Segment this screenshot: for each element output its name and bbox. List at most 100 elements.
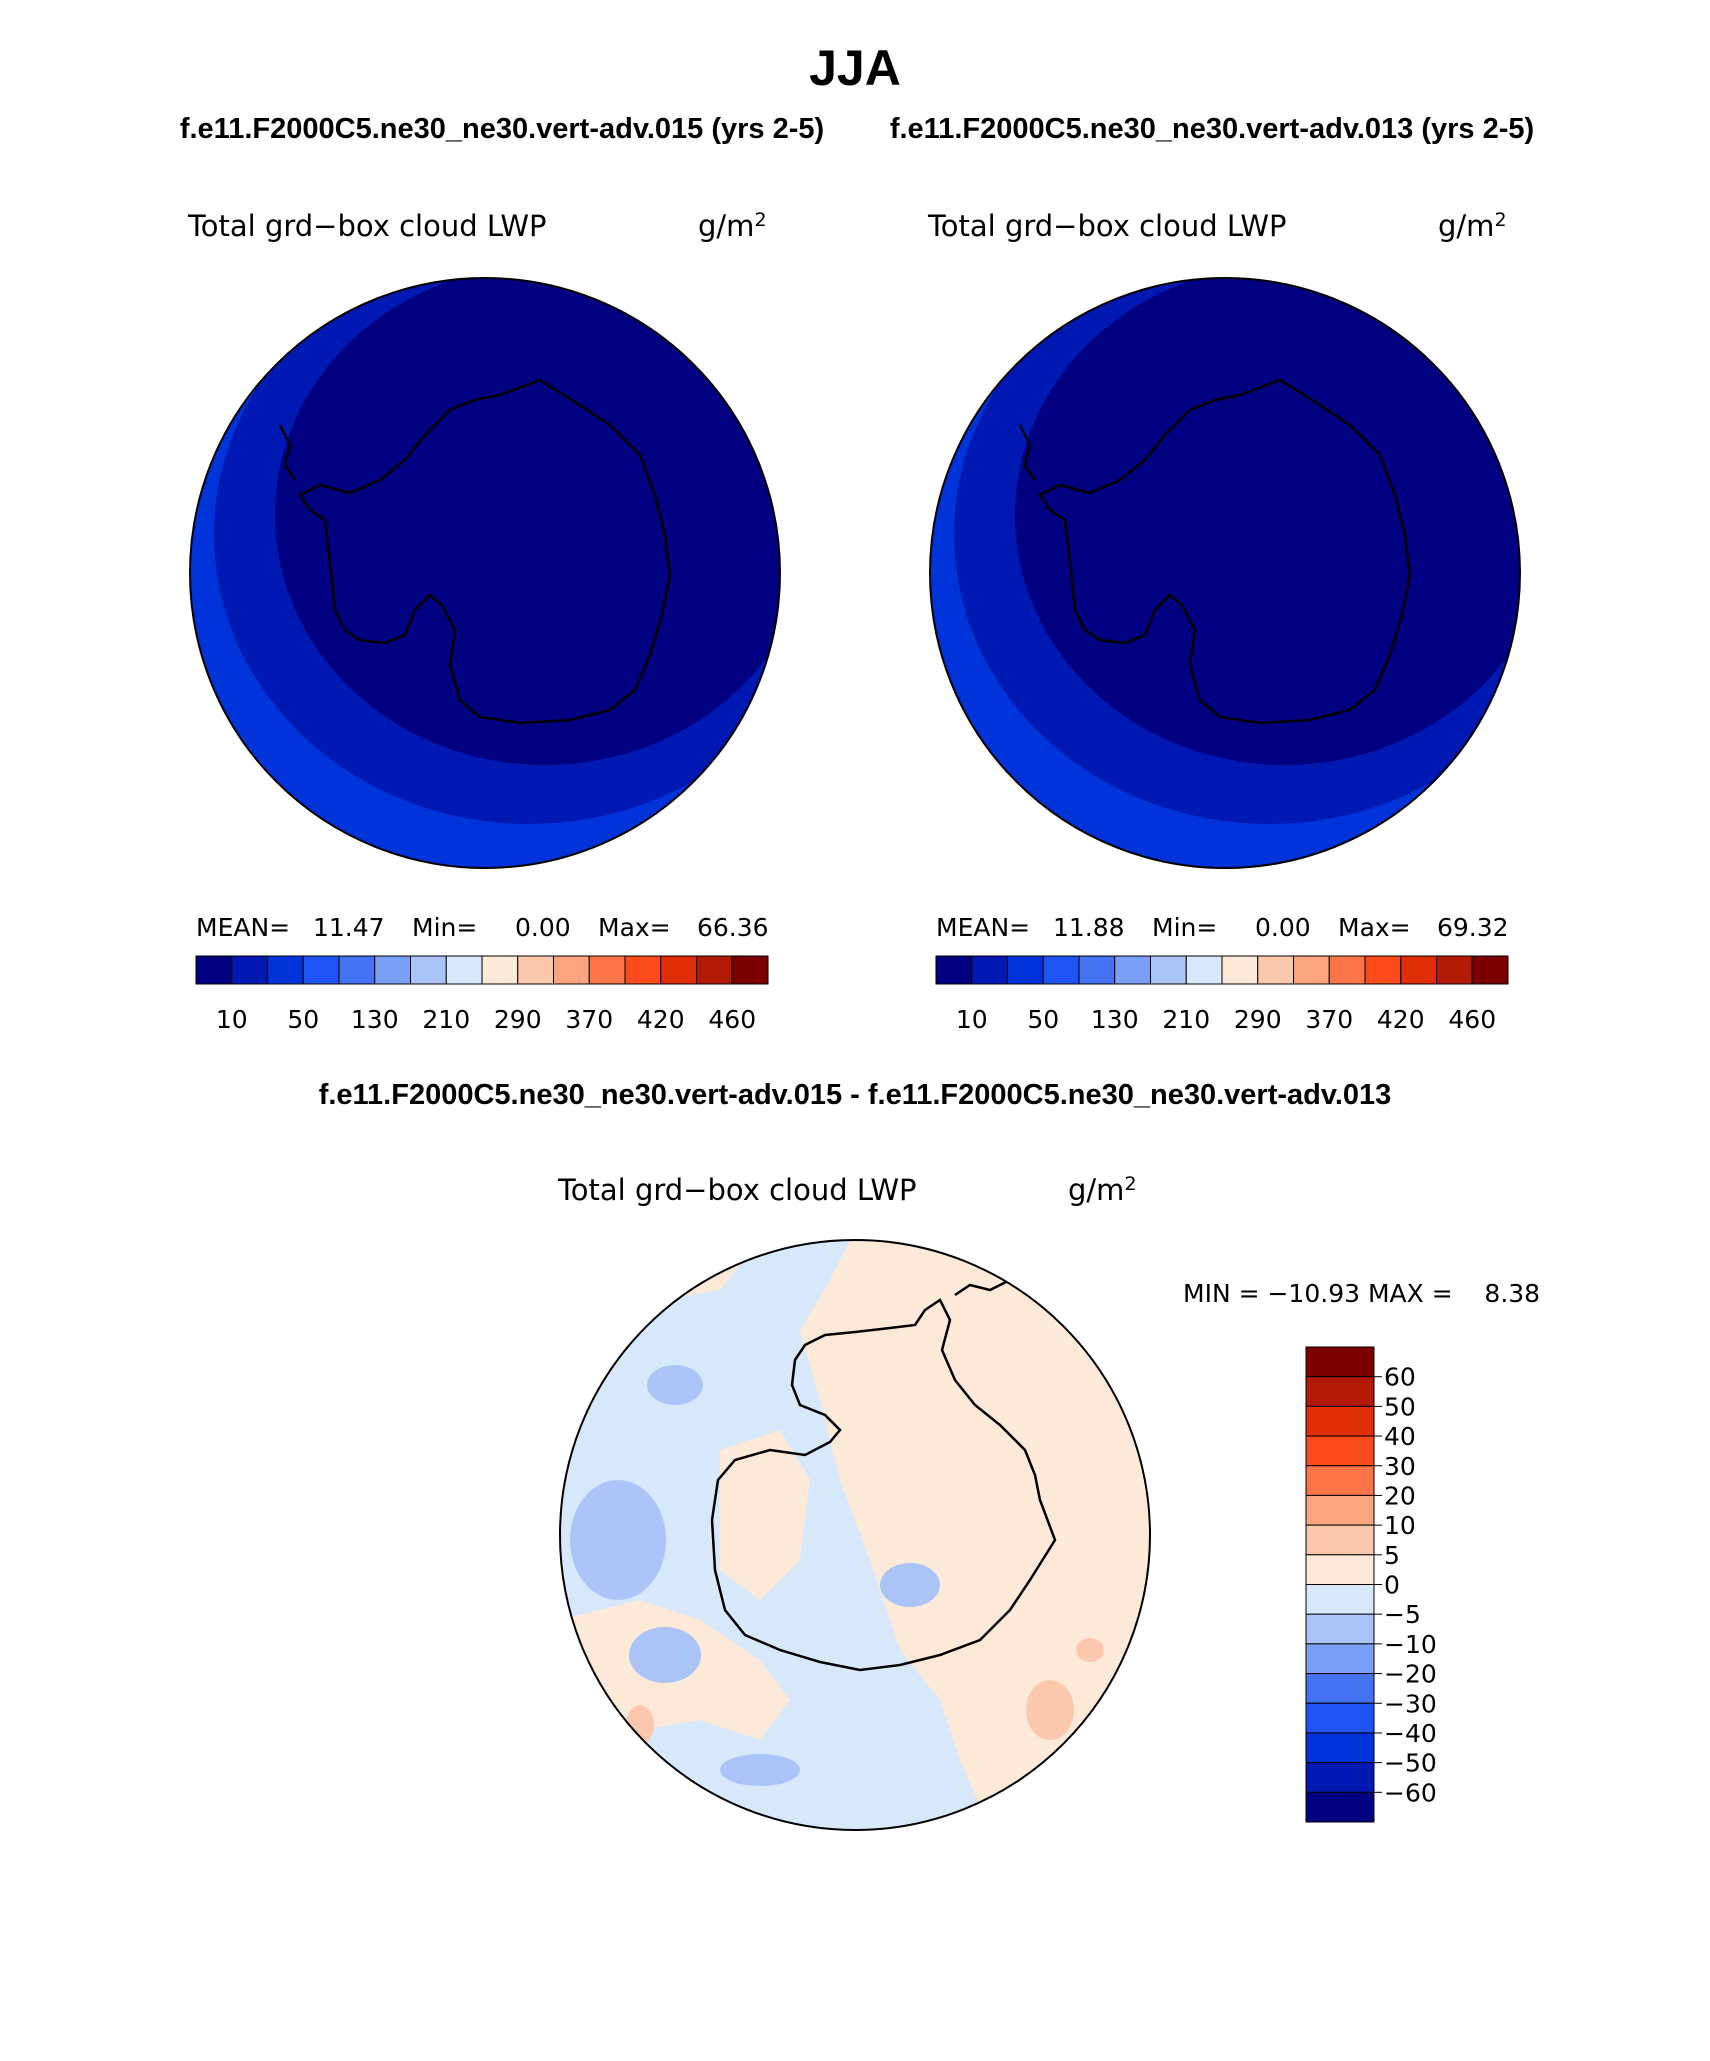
map-left — [190, 278, 780, 868]
colorbar-right-swatch — [1185, 955, 1223, 985]
colorbar-right-swatch — [1150, 955, 1187, 985]
colorbar-diff-swatch — [1305, 1673, 1375, 1704]
colorbar-left-swatch — [267, 955, 304, 985]
mean-value: 11.88 — [1053, 913, 1125, 942]
colorbar-right: 10 50 130 210 290 370 420 460 — [935, 955, 1509, 1034]
case-title-left: f.e11.F2000C5.ne30_ne30.vert-adv.015 (yr… — [180, 113, 824, 145]
colorbar-right-swatch — [971, 955, 1008, 985]
colorbar-diff-swatch — [1305, 1435, 1375, 1467]
antarctica-coastline-left — [278, 378, 672, 725]
colorbar-left-tick-label: 370 — [565, 1005, 613, 1034]
colorbar-diff-swatch — [1305, 1494, 1375, 1526]
colorbar-right-tick-label: 290 — [1234, 1005, 1282, 1034]
colorbar-diff-swatch — [1305, 1732, 1375, 1764]
colorbar-left-swatch — [445, 955, 483, 985]
colorbar-right-tick-label: 130 — [1091, 1005, 1139, 1034]
max-label: Max= — [598, 913, 671, 942]
colorbar-diff-tick-label: 10 — [1384, 1511, 1416, 1540]
colorbar-left: 10 50 130 210 290 370 420 460 — [195, 955, 769, 1034]
colorbar-left-swatch — [696, 955, 733, 985]
colorbar-diff-tick-label: 60 — [1384, 1363, 1416, 1392]
colorbar-right-swatch — [1293, 955, 1330, 985]
colorbar-left-tick-label: 290 — [494, 1005, 542, 1034]
variable-label-diff: Total grd−box cloud LWP — [557, 1173, 917, 1207]
colorbar-left-swatch — [517, 955, 554, 985]
colorbar-diff-tick-label: −10 — [1384, 1630, 1437, 1659]
colorbar-left-tick-label: 130 — [351, 1005, 399, 1034]
colorbar-left-swatch — [338, 955, 376, 985]
colorbar-left-tick-label: 10 — [216, 1005, 248, 1034]
colorbar-right-tick-label: 460 — [1448, 1005, 1496, 1034]
colorbar-right-tick-label: 10 — [956, 1005, 988, 1034]
colorbar-diff-tick-label: −20 — [1384, 1660, 1437, 1689]
colorbar-right-swatch — [1114, 955, 1151, 985]
max-label: Max= — [1338, 913, 1411, 942]
colorbar-diff-tick-label: 5 — [1384, 1541, 1400, 1570]
colorbar-left-tick-label: 210 — [422, 1005, 470, 1034]
colorbar-diff-tick-label: 50 — [1384, 1392, 1416, 1421]
colorbar-diff-swatch — [1305, 1791, 1375, 1823]
colorbar-diff-tick-label: −40 — [1384, 1719, 1437, 1748]
map-border-diff — [559, 1239, 1151, 1831]
stats-left: MEAN= 11.47 Min= 0.00 Max= 66.36 — [196, 913, 769, 942]
colorbar-diff-swatch — [1305, 1405, 1375, 1437]
colorbar-diff-tick-label: −60 — [1384, 1778, 1437, 1807]
max-value: 66.36 — [697, 913, 769, 942]
colorbar-diff-swatch — [1305, 1524, 1375, 1556]
colorbar-right-swatch — [1400, 955, 1437, 985]
colorbar-left-swatch — [302, 955, 340, 985]
colorbar-left-swatch — [553, 955, 590, 985]
stats-right: MEAN= 11.88 Min= 0.00 Max= 69.32 — [936, 913, 1509, 942]
colorbar-diff-tick-label: −30 — [1384, 1689, 1437, 1718]
variable-label-right: Total grd−box cloud LWP — [927, 209, 1287, 243]
colorbar-left-tick-label: 50 — [287, 1005, 319, 1034]
colorbar-left-tick-label: 420 — [637, 1005, 685, 1034]
panel-left: Total grd−box cloud LWP g/m2 MEAN= 11.47… — [187, 209, 781, 1034]
colorbar-diff-swatch — [1305, 1702, 1375, 1734]
map-right — [930, 278, 1520, 868]
max-value: 69.32 — [1437, 913, 1509, 942]
colorbar-diff-swatch — [1305, 1465, 1375, 1496]
colorbar-right-swatch — [1364, 955, 1402, 985]
colorbar-right-swatch — [1078, 955, 1116, 985]
diff-min-max: MIN = −10.93 MAX = 8.38 — [1183, 1279, 1540, 1308]
colorbar-diff-swatch — [1305, 1376, 1375, 1407]
colorbar-left-swatch — [660, 955, 697, 985]
colorbar-right-swatch — [1257, 955, 1294, 985]
min-value: 0.00 — [515, 913, 571, 942]
colorbar-diff-swatch — [1305, 1643, 1375, 1675]
colorbar-right-tick-label: 420 — [1377, 1005, 1425, 1034]
diff-title: f.e11.F2000C5.ne30_ne30.vert-adv.015 - f… — [319, 1079, 1392, 1111]
map-border-left — [189, 277, 781, 869]
colorbar-diff-tick-label: 0 — [1384, 1571, 1400, 1600]
colorbar-left-swatch — [624, 955, 662, 985]
map-border-right — [929, 277, 1521, 869]
min-value: 0.00 — [1255, 913, 1311, 942]
main-title: JJA — [809, 40, 901, 96]
colorbar-diff-tick-label: 40 — [1384, 1422, 1416, 1451]
mean-label: MEAN= — [936, 913, 1030, 942]
colorbar-right-swatch — [935, 955, 973, 985]
colorbar-diff-tick-label: −50 — [1384, 1749, 1437, 1778]
antarctica-coastline-diff — [710, 1278, 1057, 1672]
colorbar-left-swatch — [195, 955, 233, 985]
colorbar-diff-swatch — [1305, 1584, 1375, 1615]
mean-label: MEAN= — [196, 913, 290, 942]
colorbar-right-swatch — [1007, 955, 1044, 985]
colorbar-diff-tick-label: −5 — [1384, 1600, 1421, 1629]
colorbar-right-swatch — [1328, 955, 1366, 985]
colorbar-left-swatch — [374, 955, 411, 985]
colorbar-right-swatch — [1042, 955, 1080, 985]
units-label-left: g/m2 — [698, 209, 767, 243]
colorbar-right-tick-label: 370 — [1305, 1005, 1353, 1034]
min-label: Min= — [412, 913, 477, 942]
map-difference — [560, 1240, 1150, 1830]
colorbar-diff-tick-label: 30 — [1384, 1452, 1416, 1481]
colorbar-right-swatch — [1471, 955, 1509, 985]
mean-value: 11.47 — [313, 913, 385, 942]
panel-difference: f.e11.F2000C5.ne30_ne30.vert-adv.015 - f… — [319, 1079, 1540, 1831]
colorbar-diff-swatch — [1305, 1346, 1375, 1378]
colorbar-left-swatch — [481, 955, 519, 985]
units-label-right: g/m2 — [1438, 209, 1507, 243]
